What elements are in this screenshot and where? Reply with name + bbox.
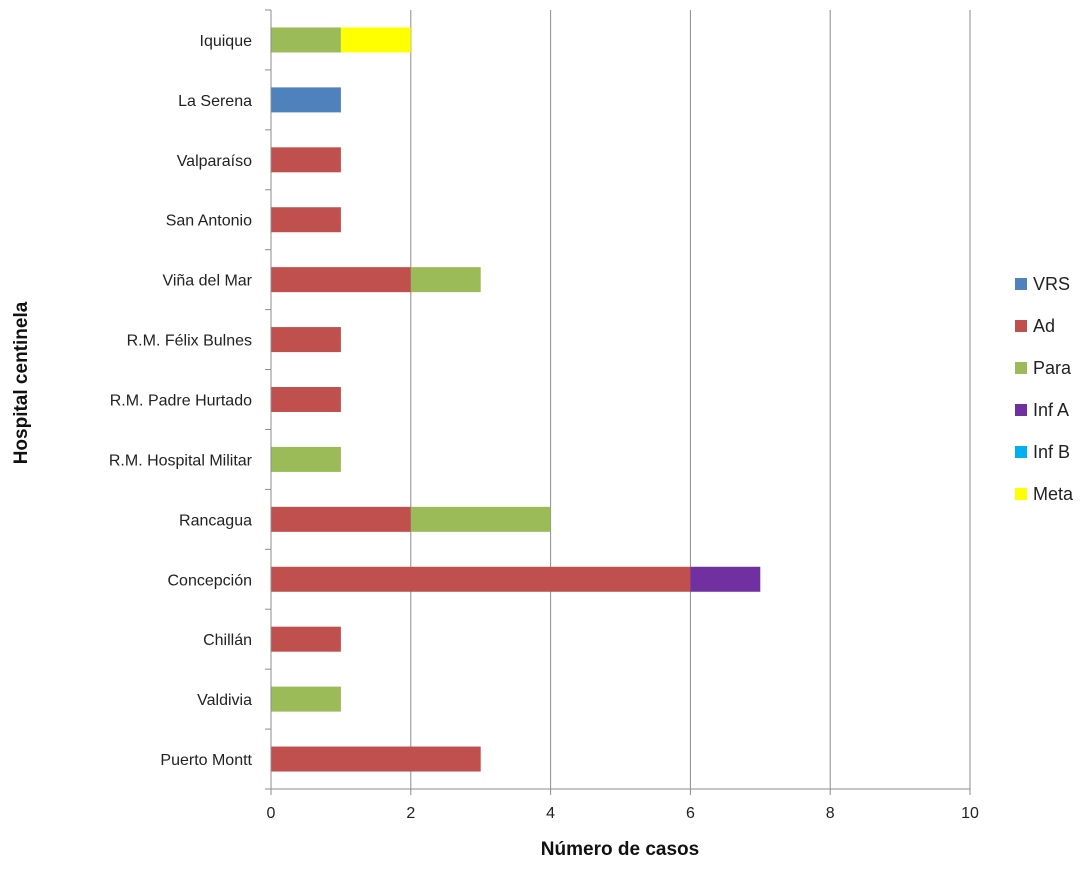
y-tick-label-5: R.M. Félix Bulnes — [127, 333, 252, 350]
y-tick-label-9: Concepción — [168, 572, 253, 589]
bar-4-1 — [271, 267, 411, 293]
bar-9-3 — [690, 566, 761, 592]
y-tick-label-7: R.M. Hospital Militar — [109, 452, 253, 469]
y-tick-label-0: Iquique — [200, 33, 253, 50]
y-tick-label-11: Valdivia — [197, 692, 252, 709]
bar-8-1 — [271, 506, 411, 532]
bar-1-0 — [271, 87, 341, 113]
x-tick-label-5: 10 — [961, 805, 979, 822]
tick-labels: Iquique La Serena Valparaíso San Antonio Viñ… — [109, 33, 979, 822]
x-tick-label-0: 0 — [267, 805, 276, 822]
legend-label-2: Para — [1033, 358, 1072, 378]
legend-swatch-1 — [1015, 320, 1027, 332]
legend-label-4: Inf B — [1033, 442, 1070, 462]
bar-7-2 — [271, 446, 341, 472]
x-axis-title: Número de casos — [541, 839, 699, 860]
legend-swatch-0 — [1015, 278, 1027, 290]
bar-5-1 — [271, 327, 341, 353]
y-tick-label-1: La Serena — [178, 93, 252, 110]
legend: VRS Ad Para Inf A Inf B Meta — [1015, 274, 1074, 504]
bar-9-1 — [271, 566, 691, 592]
bar-4-2 — [410, 267, 481, 293]
bar-0-5 — [340, 27, 411, 53]
x-tick-label-1: 2 — [406, 805, 415, 822]
x-tick-label-2: 4 — [546, 805, 555, 822]
bar-11-2 — [271, 686, 341, 712]
bars — [271, 27, 761, 772]
y-tick-label-8: Rancagua — [179, 512, 252, 529]
x-tick-label-3: 6 — [686, 805, 695, 822]
legend-swatch-3 — [1015, 404, 1027, 416]
legend-label-3: Inf A — [1033, 400, 1069, 420]
axes — [265, 9, 971, 795]
y-tick-label-3: San Antonio — [166, 213, 252, 230]
legend-swatch-2 — [1015, 362, 1027, 374]
bar-3-1 — [271, 207, 341, 233]
legend-swatch-5 — [1015, 488, 1027, 500]
bar-6-1 — [271, 387, 341, 412]
bar-12-1 — [271, 746, 481, 772]
bar-8-2 — [410, 506, 551, 532]
y-tick-label-4: Viña del Mar — [162, 273, 252, 290]
x-tick-label-4: 8 — [826, 805, 835, 822]
legend-label-5: Meta — [1033, 484, 1074, 504]
bar-10-1 — [271, 626, 341, 652]
y-tick-label-12: Puerto Montt — [160, 752, 252, 769]
legend-label-0: VRS — [1033, 274, 1070, 294]
legend-swatch-4 — [1015, 446, 1027, 458]
gridlines — [410, 10, 971, 789]
y-axis-title: Hospital centinela — [11, 301, 32, 464]
bar-2-1 — [271, 147, 341, 173]
bar-0-2 — [271, 27, 341, 53]
legend-label-1: Ad — [1033, 316, 1055, 336]
y-tick-label-2: Valparaíso — [177, 153, 252, 170]
y-tick-label-10: Chillán — [203, 632, 252, 649]
y-tick-label-6: R.M. Padre Hurtado — [110, 393, 252, 410]
